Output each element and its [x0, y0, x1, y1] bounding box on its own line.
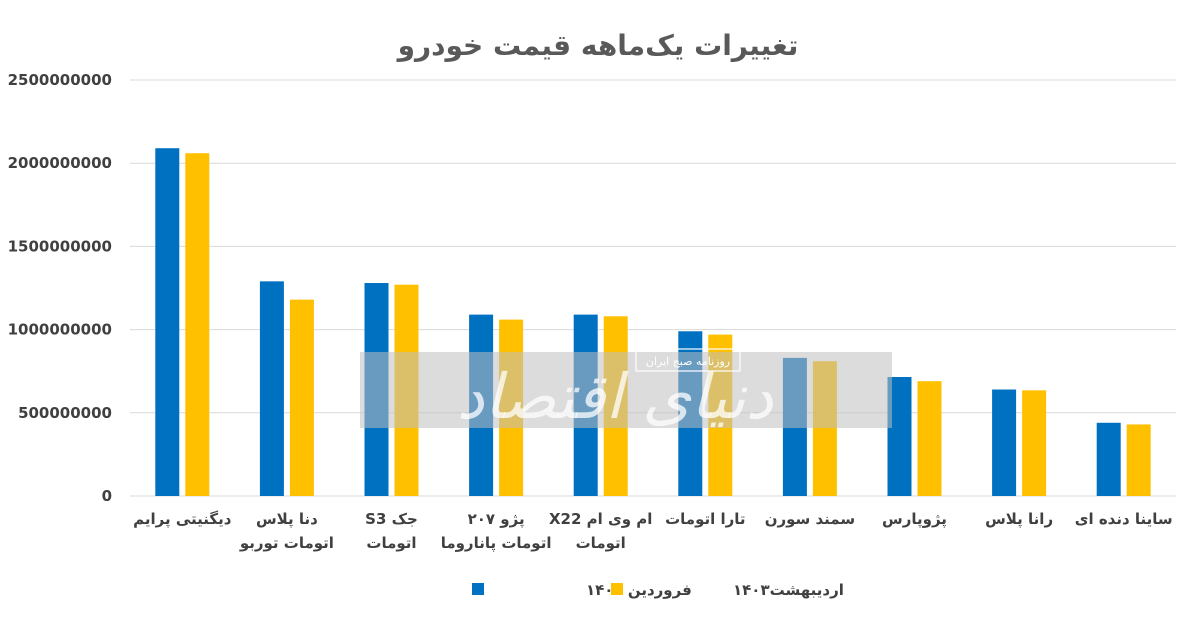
- x-category-label-2-1: اتومات: [366, 534, 416, 552]
- bar-farvardin-1: [259, 281, 284, 496]
- x-category-label-0-0: دیگنیتی پرایم: [133, 510, 232, 529]
- y-axis-ticks: 0 500000000 1000000000 1500000000 2000000000…: [8, 71, 112, 505]
- legend-label-1: اردیبهشت۱۴۰۳: [733, 581, 844, 599]
- y-tick-label-5: 2500000000: [8, 71, 112, 89]
- bar-farvardin-9: [1096, 422, 1121, 496]
- x-category-label-1-1: اتومات توربو: [239, 534, 334, 552]
- legend-label-0: فروردین ۱۴۰۳: [586, 581, 692, 599]
- watermark-subtext: روزنامه صبح ایران: [646, 355, 730, 368]
- chart-title: تغییرات یک‌ماهه قیمت خودرو: [396, 29, 799, 62]
- bars: [155, 148, 1151, 496]
- y-tick-label-4: 2000000000: [8, 154, 112, 172]
- watermark: دنیای اقتصاد روزنامه صبح ایران: [360, 348, 892, 433]
- y-tick-label-3: 1500000000: [8, 237, 112, 255]
- bar-farvardin-0: [155, 148, 180, 496]
- x-category-label-2-0: جک S3: [365, 510, 418, 528]
- legend-swatch-0: [472, 583, 484, 595]
- bar-ordibehesht-1: [289, 299, 314, 496]
- x-category-label-4-1: اتومات: [576, 534, 626, 552]
- gridlines: [130, 79, 1176, 497]
- watermark-logo-text: دنیای اقتصاد: [457, 360, 774, 433]
- bar-ordibehesht-9: [1126, 424, 1151, 496]
- x-category-label-5-0: تارا اتومات: [665, 510, 745, 528]
- x-category-label-3-1: اتومات پاناروما: [441, 534, 552, 553]
- y-tick-label-0: 0: [102, 487, 112, 505]
- x-category-label-6-0: سمند سورن: [765, 510, 855, 528]
- watermark-subtext-box: [635, 348, 741, 372]
- legend-swatch-1: [611, 583, 623, 595]
- legend: فروردین ۱۴۰۳ اردیبهشت۱۴۰۳: [472, 581, 844, 599]
- x-category-label-3-0: پژو ۲۰۷: [468, 510, 525, 529]
- x-category-label-4-0: ام وی ام X22: [549, 510, 652, 528]
- x-category-label-9-0: ساینا دنده ای: [1075, 510, 1173, 528]
- y-tick-label-1: 500000000: [18, 404, 112, 422]
- bar-ordibehesht-8: [1022, 390, 1047, 496]
- bar-ordibehesht-7: [917, 381, 942, 496]
- x-category-label-7-0: پژوپارس: [882, 510, 947, 529]
- watermark-band: [360, 352, 892, 428]
- y-tick-label-2: 1000000000: [8, 321, 112, 339]
- bar-farvardin-8: [992, 389, 1017, 496]
- x-category-label-1-0: دنا پلاس: [256, 510, 318, 529]
- x-axis-categories: دیگنیتی پرایم دنا پلاس اتومات توربو جک S3 ات…: [133, 510, 1173, 553]
- x-category-label-8-0: رانا پلاس: [985, 510, 1053, 529]
- bar-ordibehesht-0: [185, 153, 210, 496]
